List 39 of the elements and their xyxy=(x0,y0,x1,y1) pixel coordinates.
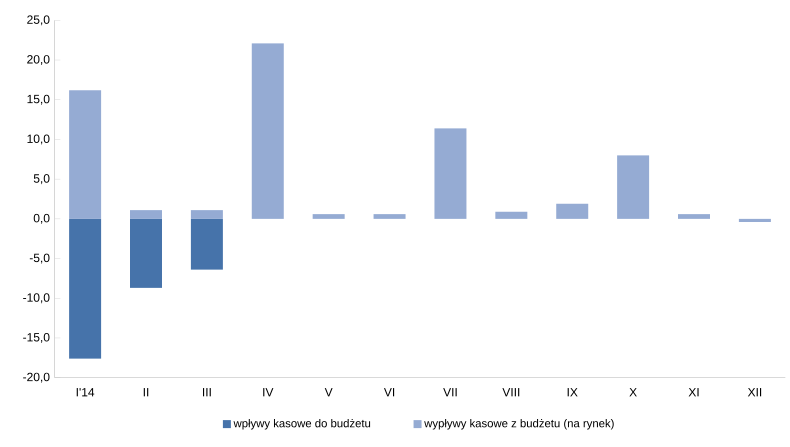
x-tick-label: X xyxy=(629,388,637,396)
y-tick-label: 10,0 xyxy=(28,134,50,144)
x-tick-label: XII xyxy=(748,388,762,396)
bar xyxy=(69,90,102,219)
bar xyxy=(190,210,223,219)
y-tick-label: -20,0 xyxy=(23,372,50,383)
bar xyxy=(69,218,102,359)
bar xyxy=(495,212,528,219)
x-tick-label: VII xyxy=(443,388,457,396)
bar xyxy=(312,214,345,219)
y-tick-label: -5,0 xyxy=(30,254,50,264)
bar xyxy=(556,204,588,219)
bar xyxy=(374,214,406,219)
y-tick-label: 15,0 xyxy=(28,94,50,105)
legend-label: wypływy kasowe z budżetu (na rynek) xyxy=(424,418,614,430)
bar xyxy=(130,218,162,288)
x-tick-label: V xyxy=(324,388,333,396)
bar xyxy=(252,43,284,219)
y-tick-label: -15,0 xyxy=(23,333,50,343)
x-tick-label: IX xyxy=(568,388,578,396)
bar xyxy=(678,214,710,219)
x-tick-label: VI xyxy=(384,388,394,396)
x-tick-label: II xyxy=(144,388,148,396)
y-tick-label: 25,0 xyxy=(27,15,50,26)
x-tick-label: VIII xyxy=(502,388,520,396)
y-tick-label: -10,0 xyxy=(23,293,50,304)
y-tick-label: 0,0 xyxy=(34,214,50,224)
y-tick-label: 20,0 xyxy=(27,55,50,65)
bar xyxy=(434,128,466,219)
x-tick-label: IV xyxy=(263,388,274,396)
bar xyxy=(190,218,223,270)
bar xyxy=(617,155,650,219)
x-tick-label: III xyxy=(203,388,211,396)
y-tick-label: 5,0 xyxy=(34,174,50,184)
legend-label: wpływy kasowe do budżetu xyxy=(234,418,370,430)
x-tick-label: I'14 xyxy=(76,388,94,396)
bar xyxy=(130,210,162,219)
bar xyxy=(738,218,771,222)
x-tick-label: XI xyxy=(688,388,699,396)
